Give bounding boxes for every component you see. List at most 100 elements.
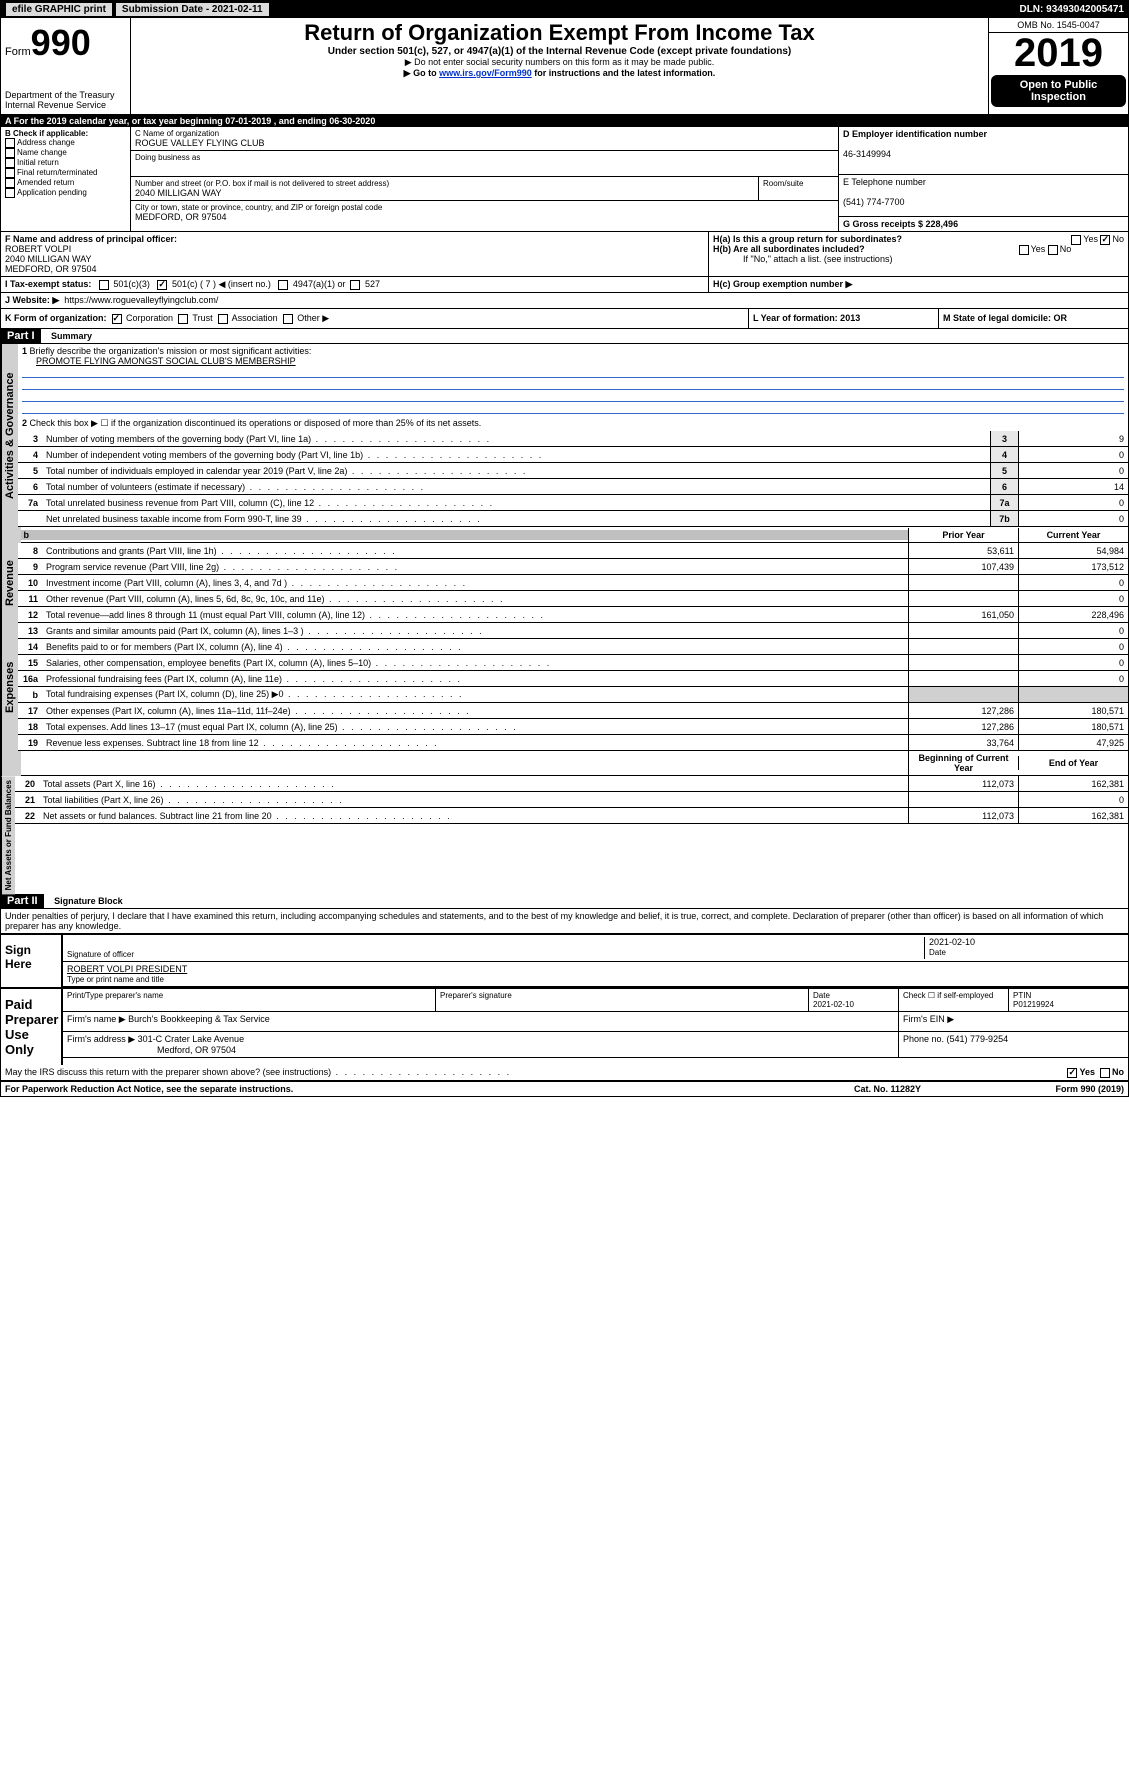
prep-date-lbl: Date — [813, 991, 830, 1000]
g-label: G Gross receipts $ 228,496 — [843, 219, 958, 229]
line-7a: 7aTotal unrelated business revenue from … — [18, 495, 1128, 511]
line-12: 12Total revenue—add lines 8 through 11 (… — [18, 607, 1128, 623]
line-13: 13Grants and similar amounts paid (Part … — [18, 623, 1128, 639]
ein: 46-3149994 — [843, 149, 891, 159]
self-employed: Check ☐ if self-employed — [898, 989, 1008, 1011]
i-label: I Tax-exempt status: — [5, 279, 91, 289]
officer-typed-name: ROBERT VOLPI PRESIDENT — [67, 964, 1124, 974]
line-10: 10Investment income (Part VIII, column (… — [18, 575, 1128, 591]
line-14: 14Benefits paid to or for members (Part … — [18, 639, 1128, 655]
d-label: D Employer identification number — [843, 129, 987, 139]
section-b: B Check if applicable: Address change Na… — [1, 127, 131, 231]
prep-date: 2021-02-10 — [813, 1000, 854, 1009]
org-address: 2040 MILLIGAN WAY — [135, 188, 754, 198]
org-city: MEDFORD, OR 97504 — [135, 212, 834, 222]
telephone: (541) 774-7700 — [843, 197, 905, 207]
m-label: M State of legal domicile: OR — [943, 313, 1067, 323]
line-b: bTotal fundraising expenses (Part IX, co… — [18, 687, 1128, 703]
line-15: 15Salaries, other compensation, employee… — [18, 655, 1128, 671]
line-19: 19Revenue less expenses. Subtract line 1… — [18, 735, 1128, 751]
cat-no: Cat. No. 11282Y — [854, 1084, 1004, 1094]
dln: DLN: 93493042005471 — [1019, 4, 1124, 15]
instructions-link[interactable]: www.irs.gov/Form990 — [439, 68, 532, 78]
form-footer: Form 990 (2019) — [1004, 1084, 1124, 1094]
submission-date: Submission Date - 2021-02-11 — [115, 2, 270, 17]
hb-no: No — [1060, 244, 1072, 254]
i-4947: 4947(a)(1) or — [293, 279, 346, 289]
subtitle1: Under section 501(c), 527, or 4947(a)(1)… — [135, 46, 984, 57]
perjury-statement: Under penalties of perjury, I declare th… — [1, 909, 1128, 933]
b-opt-name: Name change — [17, 148, 67, 157]
efile-btn[interactable]: efile GRAPHIC print — [5, 2, 113, 17]
form-title: Return of Organization Exempt From Incom… — [135, 20, 984, 46]
line-22: 22Net assets or fund balances. Subtract … — [15, 808, 1128, 824]
k-other: Other ▶ — [297, 313, 329, 323]
sub3-pre: ▶ Go to — [404, 68, 439, 78]
line-: Net unrelated business taxable income fr… — [18, 511, 1128, 527]
section-a: A For the 2019 calendar year, or tax yea… — [1, 115, 1128, 127]
l1-label: Briefly describe the organization's miss… — [30, 346, 312, 356]
part1-title: Summary — [43, 331, 92, 341]
firm-phone: Phone no. (541) 779-9254 — [898, 1032, 1128, 1057]
city-label: City or town, state or province, country… — [135, 203, 834, 212]
b-label: B Check if applicable: — [5, 129, 88, 138]
org-name: ROGUE VALLEY FLYING CLUB — [135, 138, 834, 148]
part1-hdr: Part I — [1, 329, 41, 343]
firm-city: Medford, OR 97504 — [67, 1045, 236, 1055]
line-17: 17Other expenses (Part IX, column (A), l… — [18, 703, 1128, 719]
l2-text: Check this box ▶ ☐ if the organization d… — [30, 418, 482, 428]
b-opt-pending: Application pending — [17, 188, 87, 197]
addr-label: Number and street (or P.O. box if mail i… — [135, 179, 754, 188]
form-prefix: Form — [5, 46, 31, 58]
open-to-public: Open to Public Inspection — [991, 75, 1126, 107]
ha-label: H(a) Is this a group return for subordin… — [713, 234, 902, 244]
prior-year-hdr: Prior Year — [908, 528, 1018, 542]
l-label: L Year of formation: 2013 — [753, 313, 860, 323]
prep-sig-label: Preparer's signature — [435, 989, 808, 1011]
officer-name: ROBERT VOLPI — [5, 244, 71, 254]
beg-year-hdr: Beginning of Current Year — [908, 751, 1018, 775]
line-21: 21Total liabilities (Part X, line 26) 0 — [15, 792, 1128, 808]
line-11: 11Other revenue (Part VIII, column (A), … — [18, 591, 1128, 607]
line-3: 3Number of voting members of the governi… — [18, 431, 1128, 447]
dept: Department of the Treasury — [5, 90, 126, 100]
line-16a: 16aProfessional fundraising fees (Part I… — [18, 671, 1128, 687]
dba-label: Doing business as — [135, 153, 834, 162]
ha-no: No — [1112, 234, 1124, 244]
i-501c: 501(c) ( 7 ) ◀ (insert no.) — [172, 279, 271, 289]
line-20: 20Total assets (Part X, line 16) 112,073… — [15, 776, 1128, 792]
part2-title: Signature Block — [46, 896, 123, 906]
curr-year-hdr: Current Year — [1018, 528, 1128, 542]
b-opt-final: Final return/terminated — [17, 168, 97, 177]
vtab-netassets: Net Assets or Fund Balances — [1, 776, 15, 894]
b-opt-amended: Amended return — [17, 178, 74, 187]
officer-addr1: 2040 MILLIGAN WAY — [5, 254, 92, 264]
paid-preparer-label: Paid Preparer Use Only — [1, 989, 61, 1065]
mission: PROMOTE FLYING AMONGST SOCIAL CLUB'S MEM… — [22, 356, 296, 366]
discuss-no: No — [1112, 1067, 1124, 1077]
hc-label: H(c) Group exemption number ▶ — [713, 279, 852, 289]
k-assoc: Association — [232, 313, 278, 323]
i-527: 527 — [365, 279, 380, 289]
vtab-expenses: Expenses — [1, 623, 18, 751]
hb-label: H(b) Are all subordinates included? — [713, 244, 865, 254]
j-label: J Website: ▶ — [5, 295, 59, 306]
room-label: Room/suite — [758, 177, 838, 200]
k-corp: Corporation — [126, 313, 173, 323]
b-opt-initial: Initial return — [17, 158, 59, 167]
prep-name-label: Print/Type preparer's name — [63, 989, 435, 1011]
website: https://www.roguevalleyflyingclub.com/ — [64, 295, 218, 306]
line-4: 4Number of independent voting members of… — [18, 447, 1128, 463]
firm-addr-lbl: Firm's address ▶ — [67, 1034, 135, 1044]
discuss-label: May the IRS discuss this return with the… — [5, 1067, 511, 1078]
hb-yes: Yes — [1031, 244, 1046, 254]
hb-note: If "No," attach a list. (see instruction… — [713, 254, 1124, 264]
irs: Internal Revenue Service — [5, 100, 126, 110]
c-name-label: C Name of organization — [135, 129, 834, 138]
firm-addr: 301-C Crater Lake Avenue — [138, 1034, 244, 1044]
form-number: 990 — [31, 22, 91, 63]
date-label: Date — [929, 948, 946, 957]
subtitle2: ▶ Do not enter social security numbers o… — [135, 57, 984, 68]
line-9: 9Program service revenue (Part VIII, lin… — [18, 559, 1128, 575]
ptin-lbl: PTIN — [1013, 991, 1031, 1000]
